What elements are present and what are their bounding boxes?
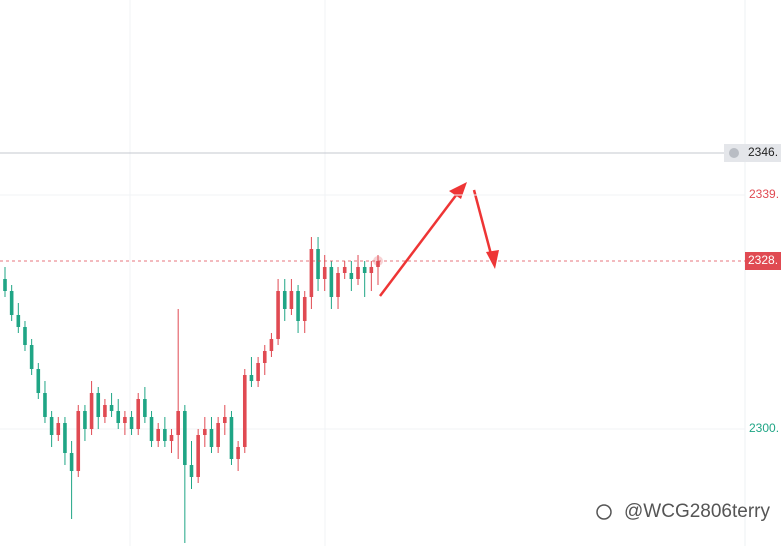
bell-icon (729, 148, 739, 158)
candle-body (183, 411, 187, 465)
candle-body (189, 465, 194, 477)
candle-body (29, 345, 34, 369)
candle-body (203, 429, 207, 435)
candle-body (236, 447, 240, 459)
candle-body (69, 453, 74, 471)
candle-body (309, 249, 314, 297)
candle-body (262, 351, 267, 363)
annotation-arrows (379, 182, 499, 297)
candle-body (109, 405, 114, 411)
y-tick-label: 2300. (749, 421, 779, 435)
candle-body (143, 399, 147, 417)
candle-body (169, 435, 174, 441)
candle-body (196, 435, 200, 477)
candle-body (89, 393, 94, 429)
candle-body (369, 267, 374, 273)
candle-body (282, 291, 287, 309)
candle-body (49, 417, 54, 435)
watermark: @WCG2806terry (624, 501, 770, 522)
candle-body (322, 267, 327, 279)
candle-body (362, 267, 367, 273)
last-price-label: 2328. (748, 253, 778, 267)
candle-body (356, 267, 360, 279)
candle-body (23, 327, 27, 345)
candle-body (43, 393, 47, 417)
candle-body (76, 411, 81, 471)
candle-body (289, 291, 294, 309)
candle-body (336, 273, 340, 297)
candle-body (129, 417, 134, 429)
candle-body (329, 267, 334, 297)
candle-body (242, 375, 247, 447)
candle-body (296, 291, 300, 321)
candle-body (163, 429, 167, 441)
candle-body (16, 315, 21, 327)
y-tick-label: 2339. (749, 187, 779, 201)
candle-body (3, 279, 7, 291)
candle-body (316, 249, 320, 279)
alert-label: 2346. (748, 145, 778, 159)
candle-body (56, 423, 61, 435)
candle-body (96, 393, 101, 417)
candle-body (269, 339, 274, 351)
candle-body (36, 369, 41, 393)
candle-body (116, 411, 121, 423)
candle-body (249, 375, 254, 381)
candle-body (149, 417, 154, 441)
candle-body (216, 423, 220, 447)
candle-body (83, 411, 87, 429)
candle-body (342, 267, 347, 273)
candle-body (209, 429, 214, 447)
candle-body (256, 363, 260, 381)
candle-body (9, 291, 14, 315)
candle-body (376, 261, 380, 267)
candle-body (63, 423, 67, 453)
candle-body (223, 417, 227, 423)
candle-body (349, 273, 354, 279)
alert-label-box (724, 144, 781, 162)
watermark-icon (596, 504, 612, 520)
candle-body (176, 411, 180, 435)
candle-body (103, 405, 107, 417)
candle-body (302, 297, 307, 321)
candle-body (276, 291, 280, 339)
candle-body (229, 417, 234, 459)
last-price-box (745, 252, 781, 270)
candle-body (136, 399, 141, 429)
candle-body (123, 417, 127, 423)
last-price-glow (373, 256, 383, 266)
candle-body (156, 429, 160, 441)
